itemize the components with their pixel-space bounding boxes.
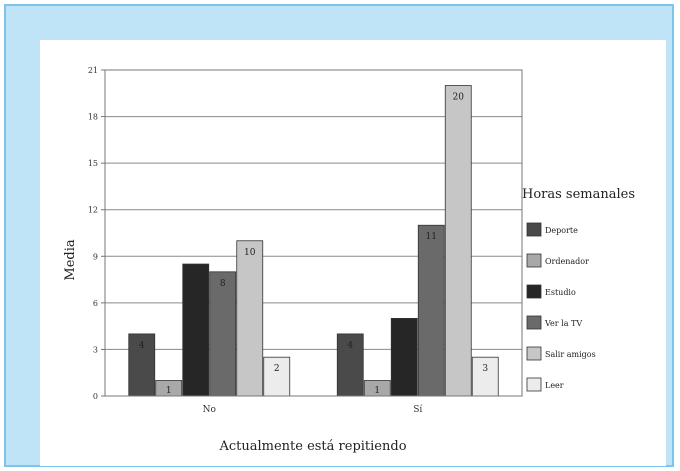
- y-tick-label: 21: [88, 66, 98, 75]
- legend-swatch: [526, 284, 542, 299]
- data-label: 10: [244, 248, 256, 258]
- legend-entry: Salir amigos: [545, 350, 596, 359]
- data-label-bg: [136, 338, 147, 350]
- legend-swatch: [526, 222, 542, 237]
- legend-swatch: [526, 377, 542, 392]
- x-category-label: No: [203, 405, 216, 415]
- data-label: 4: [139, 341, 145, 351]
- data-label: 1: [374, 386, 380, 396]
- data-label: 2: [274, 364, 280, 374]
- data-label-bg: [163, 384, 174, 395]
- data-label-bg: [217, 276, 228, 288]
- bar: [444, 85, 472, 397]
- bar: [236, 240, 264, 397]
- bar: [417, 224, 445, 397]
- legend-swatch: [526, 346, 542, 361]
- data-label-bg: [242, 245, 257, 257]
- legend: Deporte Ordenador Estudio Ver la TV Salir am…: [526, 222, 596, 392]
- data-label: 20: [453, 93, 465, 103]
- chart-frame: 4 1 8 10 2 4 1 11 20 3 0 3 6 9 12 15 18 21 No Sí Media Ac…: [4, 4, 674, 467]
- y-tick-label: 9: [93, 252, 98, 261]
- y-axis-label: Media: [63, 239, 78, 280]
- data-label-bg: [271, 362, 282, 374]
- data-label: 11: [426, 232, 437, 242]
- data-label-bg: [480, 362, 491, 374]
- y-tick-label: 3: [93, 345, 98, 354]
- bar: [390, 317, 418, 397]
- legend-title: Horas semanales: [522, 187, 635, 202]
- data-label: 1: [166, 386, 172, 396]
- x-axis-label: Actualmente está repitiendo: [218, 439, 406, 454]
- legend-swatch: [526, 253, 542, 268]
- data-label-bg: [424, 230, 439, 242]
- legend-entry: Leer: [545, 381, 564, 390]
- bar: [182, 263, 210, 397]
- y-tick-label: 15: [88, 159, 98, 168]
- legend-entry: Ordenador: [545, 257, 589, 266]
- y-tick-label: 6: [93, 299, 98, 308]
- x-category-label: Sí: [413, 404, 422, 415]
- y-tick-label: 0: [93, 392, 98, 401]
- data-label: 8: [220, 279, 226, 289]
- data-label: 4: [347, 341, 353, 351]
- legend-entry: Ver la TV: [544, 319, 582, 328]
- y-tick-label: 12: [88, 206, 98, 215]
- x-categories: No Sí: [203, 404, 423, 415]
- legend-swatch: [526, 315, 542, 330]
- chart-panel: 4 1 8 10 2 4 1 11 20 3 0 3 6 9 12 15 18 21 No Sí Media Ac…: [40, 40, 666, 466]
- legend-entry: Deporte: [545, 226, 578, 235]
- data-label: 3: [482, 364, 488, 374]
- bar: [209, 271, 237, 397]
- data-label-bg: [451, 90, 466, 102]
- y-ticks: 0 3 6 9 12 15 18 21: [88, 66, 105, 401]
- plot-area-border: [104, 69, 523, 397]
- data-label-bg: [372, 384, 383, 395]
- data-label-bg: [345, 338, 356, 350]
- y-tick-label: 18: [88, 113, 98, 122]
- legend-entry: Estudio: [545, 288, 576, 297]
